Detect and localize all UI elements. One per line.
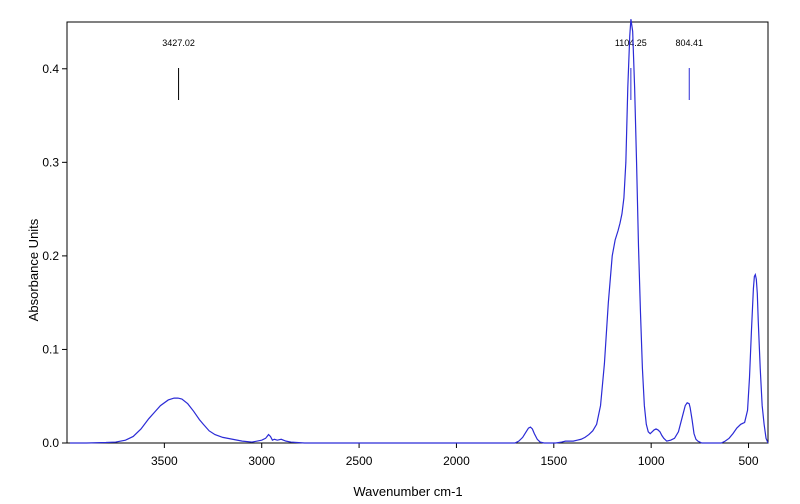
- spectrum-line: [69, 19, 769, 444]
- x-tick-label: 3500: [151, 454, 178, 468]
- peak-markers: 3427.02 1104.25 804.41: [162, 38, 703, 100]
- y-tick-label: 0.2: [42, 249, 59, 263]
- peak-label: 1104.25: [615, 38, 647, 48]
- peak-label: 804.41: [675, 38, 703, 48]
- y-tick-label: 0.4: [42, 62, 59, 76]
- x-tick-label: 500: [739, 454, 759, 468]
- y-axis-label: Absorbance Units: [26, 218, 41, 321]
- x-tick-label: 3000: [248, 454, 275, 468]
- peak-label: 3427.02: [162, 38, 195, 48]
- x-axis: 3500 3000 2500 2000 1500 1000 500: [151, 443, 759, 468]
- x-axis-label: Wavenumber cm-1: [353, 484, 462, 499]
- y-axis: 0.0 0.1 0.2 0.3 0.4: [42, 62, 67, 450]
- x-tick-label: 2000: [443, 454, 470, 468]
- x-tick-label: 2500: [346, 454, 373, 468]
- y-tick-label: 0.3: [42, 155, 59, 169]
- plot-frame: [66, 21, 769, 444]
- x-tick-label: 1000: [638, 454, 665, 468]
- x-tick-label: 1500: [540, 454, 567, 468]
- y-tick-label: 0.0: [42, 436, 59, 450]
- y-tick-label: 0.1: [42, 342, 59, 356]
